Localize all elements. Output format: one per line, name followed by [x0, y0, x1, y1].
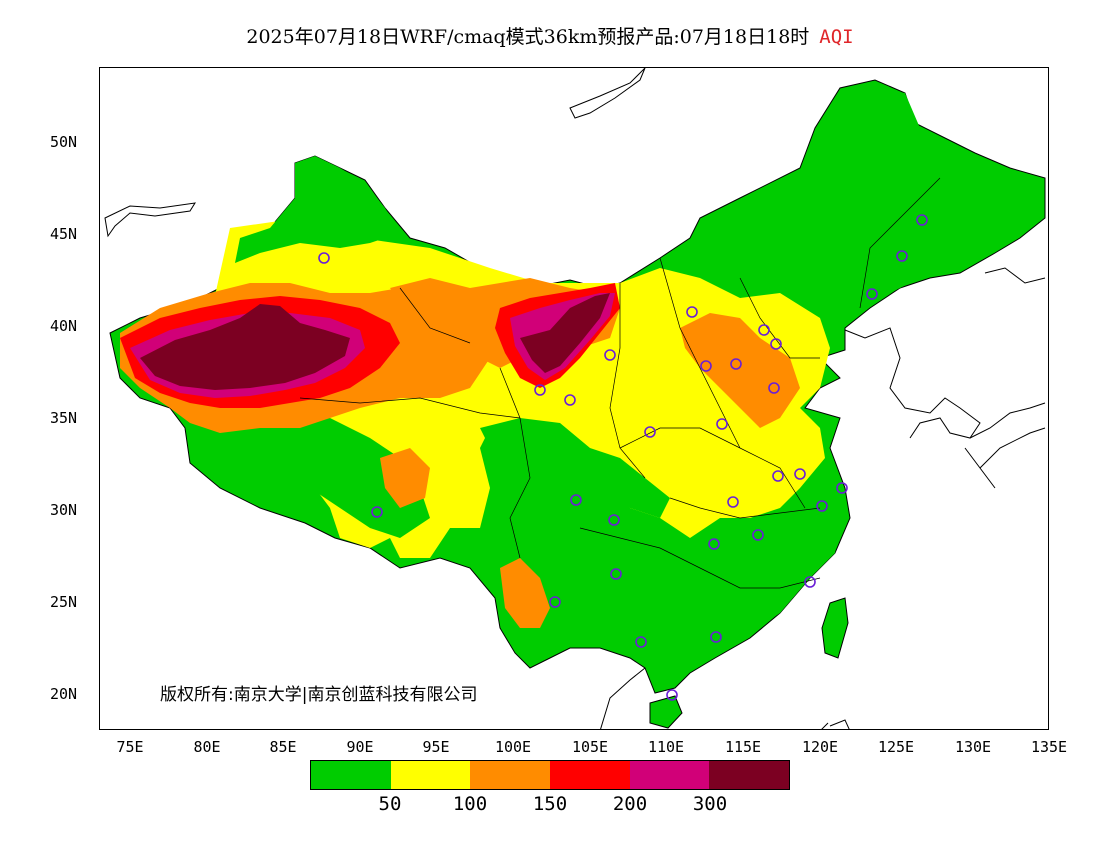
vietnam-coastline: [600, 667, 646, 729]
station-marker: [768, 382, 780, 394]
lat-label-50n: 50N: [50, 133, 78, 151]
station-marker: [758, 324, 770, 336]
hainan-island: [649, 695, 683, 729]
lon-label-75e: 75E: [116, 738, 144, 756]
station-marker: [604, 349, 616, 361]
lat-label-40n: 40N: [50, 317, 78, 335]
lon-label-80e: 80E: [193, 738, 221, 756]
zone-hazardous-gansu: [520, 293, 610, 373]
lon-label-110e: 110E: [647, 738, 685, 756]
legend-swatch-usg: [470, 761, 551, 789]
station-marker: [318, 252, 330, 264]
zone-hazardous-west: [140, 304, 350, 390]
lat-label-25n: 25N: [50, 593, 78, 611]
station-marker: [770, 338, 782, 350]
station-marker: [564, 394, 576, 406]
station-marker: [708, 538, 720, 550]
station-marker: [371, 506, 383, 518]
lat-label-20n: 20N: [50, 685, 78, 703]
lon-label-125e: 125E: [877, 738, 915, 756]
taiwan-island: [821, 597, 849, 659]
station-marker: [794, 468, 806, 480]
lon-label-105e: 105E: [571, 738, 609, 756]
station-marker: [752, 529, 764, 541]
zone-good-tibet-south: [280, 418, 430, 538]
title-variable: AQI: [819, 26, 854, 48]
legend-swatch-moderate: [390, 761, 471, 789]
zone-good-xinjiang-north: [235, 156, 400, 263]
station-marker: [730, 358, 742, 370]
station-marker: [610, 568, 622, 580]
lon-label-90e: 90E: [346, 738, 374, 756]
map-title: 2025年07月18日WRF/cmaq模式36km预报产品:07月18日18时 A…: [0, 22, 1100, 49]
zone-good-northeast: [700, 88, 1040, 308]
title-main: 2025年07月18日WRF/cmaq模式36km预报产品:07月18日18时: [246, 26, 810, 48]
japan-coastline: [964, 402, 1046, 489]
station-marker: [772, 470, 784, 482]
station-marker: [804, 576, 816, 588]
lat-label-30n: 30N: [50, 501, 78, 519]
lon-label-120e: 120E: [801, 738, 839, 756]
lon-label-115e: 115E: [724, 738, 762, 756]
korea-coastline: [844, 327, 981, 439]
lon-label-85e: 85E: [269, 738, 297, 756]
station-marker: [534, 384, 546, 396]
color-legend: [310, 760, 790, 790]
station-marker: [549, 596, 561, 608]
sakhalin-coastline: [569, 68, 646, 119]
station-marker: [570, 494, 582, 506]
zone-usg-hebei: [680, 313, 800, 428]
zone-good-south: [555, 498, 845, 663]
legend-label-50: 50: [378, 793, 402, 815]
station-marker: [686, 306, 698, 318]
station-marker: [716, 418, 728, 430]
station-marker: [635, 636, 647, 648]
station-marker: [710, 631, 722, 643]
station-marker: [836, 482, 848, 494]
legend-label-200: 200: [612, 793, 648, 815]
lon-label-95e: 95E: [422, 738, 450, 756]
legend-swatch-good: [311, 761, 391, 789]
map-frame: [99, 67, 1049, 730]
lon-label-100e: 100E: [494, 738, 532, 756]
station-marker: [816, 500, 828, 512]
zone-good-sichuan: [480, 418, 670, 538]
station-markers: [318, 214, 928, 701]
station-marker: [896, 250, 908, 262]
japan-hokkaido: [984, 267, 1046, 284]
legend-label-300: 300: [692, 793, 728, 815]
copyright-text: 版权所有:南京大学|南京创蓝科技有限公司: [160, 685, 478, 705]
lat-label-45n: 45N: [50, 225, 78, 243]
station-marker: [644, 426, 656, 438]
station-marker: [866, 288, 878, 300]
legend-swatch-very-unhealthy: [629, 761, 710, 789]
legend-swatch-unhealthy: [550, 761, 630, 789]
lon-label-130e: 130E: [954, 738, 992, 756]
zone-usg-yunnan: [500, 558, 550, 628]
caspian-coastline: [104, 202, 196, 238]
zone-usg-tibet: [380, 448, 430, 508]
lon-label-135e: 135E: [1030, 738, 1068, 756]
province-borders: [299, 177, 941, 589]
aqi-map: [104, 68, 1046, 729]
station-marker: [727, 496, 739, 508]
station-marker: [916, 214, 928, 226]
station-marker: [700, 360, 712, 372]
legend-swatch-hazardous: [709, 761, 790, 789]
station-marker: [608, 514, 620, 526]
lat-label-35n: 35N: [50, 409, 78, 427]
philippines-coastline: [821, 719, 850, 729]
legend-label-150: 150: [532, 793, 568, 815]
legend-label-100: 100: [452, 793, 488, 815]
station-marker: [666, 689, 678, 701]
